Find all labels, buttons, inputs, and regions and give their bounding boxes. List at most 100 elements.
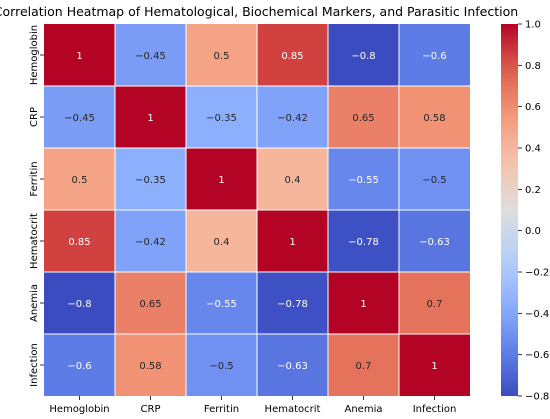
colorbar-gradient [501, 24, 518, 396]
cell-value-label: −0.45 [135, 51, 166, 62]
cell-value-label: −0.63 [277, 361, 308, 372]
cell-value-label: −0.78 [277, 299, 308, 310]
heatmap-cell [44, 272, 115, 334]
cell-value-label: 1 [147, 113, 153, 124]
row-label: Infection [29, 343, 40, 387]
cell-value-label: 0.4 [285, 175, 301, 186]
cell-value-label: −0.8 [67, 299, 91, 310]
heatmap-cell [44, 148, 115, 210]
cell-value-label: −0.55 [348, 175, 379, 186]
cell-value-label: 0.65 [139, 299, 161, 310]
row-labels: Hemoglobin CRP Ferritin Hematocrit Anemia Inf… [29, 25, 44, 387]
heatmap-cell [257, 86, 328, 148]
row-label: Hemoglobin [29, 25, 40, 85]
cell-value-label: 0.4 [214, 237, 230, 248]
heatmap-cell [328, 148, 399, 210]
heatmap-cells: 1 −0.45 0.5 0.85 −0.8 −0.6 −0.45 1 −0.35 −0.42 0.6… [44, 24, 470, 396]
heatmap-cell [186, 272, 257, 334]
cell-value-label: −0.6 [422, 51, 446, 62]
cell-value-label: 1 [218, 175, 224, 186]
heatmap-cell [186, 334, 257, 396]
cell-value-label: −0.45 [64, 113, 95, 124]
column-label: Anemia [345, 404, 383, 415]
heatmap-cell [328, 272, 399, 334]
heatmap-cell [186, 86, 257, 148]
cell-value-label: 0.85 [281, 51, 303, 62]
cell-value-label: 0.58 [139, 361, 161, 372]
colorbar-tick-label: −0.4 [525, 309, 549, 320]
heatmap-cell [115, 24, 186, 86]
heatmap-cell [257, 272, 328, 334]
row-label: Hematocrit [29, 213, 40, 269]
colorbar-tick-label: 0.6 [525, 102, 541, 113]
row-label: Ferritin [29, 161, 40, 196]
colorbar-tick-label: 1.0 [525, 20, 541, 31]
heatmap-cell [328, 334, 399, 396]
heatmap-cell [257, 210, 328, 272]
heatmap-cell [399, 272, 470, 334]
cell-value-label: −0.35 [206, 113, 237, 124]
colorbar-tick-label: 0.2 [525, 185, 541, 196]
heatmap-cell [44, 24, 115, 86]
column-label: Infection [413, 404, 457, 415]
cell-value-label: −0.5 [209, 361, 233, 372]
heatmap-cell [115, 86, 186, 148]
heatmap-cell [44, 86, 115, 148]
heatmap-cell [115, 334, 186, 396]
cell-value-label: −0.42 [135, 237, 166, 248]
cell-value-label: 0.5 [72, 175, 88, 186]
cell-value-label: 1 [76, 51, 82, 62]
cell-value-label: −0.8 [351, 51, 375, 62]
cell-value-label: −0.55 [206, 299, 237, 310]
heatmap-cell [399, 148, 470, 210]
cell-value-label: −0.78 [348, 237, 379, 248]
column-labels: Hemoglobin CRP Ferritin Hematocrit Anemia Inf… [49, 396, 456, 415]
cell-value-label: 1 [360, 299, 366, 310]
colorbar-tick-label: 0.8 [525, 61, 541, 72]
heatmap-cell [115, 148, 186, 210]
heatmap-cell [328, 24, 399, 86]
colorbar-tick-label: −0.2 [525, 268, 549, 279]
heatmap-cell [399, 86, 470, 148]
cell-value-label: 0.7 [356, 361, 372, 372]
row-label: CRP [29, 107, 40, 127]
heatmap-cell [115, 272, 186, 334]
cell-value-label: −0.5 [422, 175, 446, 186]
heatmap-cell [399, 210, 470, 272]
colorbar-tick-label: 0.0 [525, 226, 541, 237]
colorbar-tick-label: −0.8 [525, 392, 549, 403]
row-label: Anemia [29, 284, 40, 322]
colorbar-tick-label: 0.4 [525, 144, 541, 155]
cell-value-label: 0.5 [214, 51, 230, 62]
cell-value-label: 0.58 [423, 113, 445, 124]
heatmap-cell [257, 334, 328, 396]
colorbar: 1.0 0.8 0.6 0.4 0.2 0.0 −0.2 −0.4 −0.6 −0.8 [501, 20, 549, 403]
cell-value-label: −0.6 [67, 361, 91, 372]
column-label: CRP [141, 404, 161, 415]
colorbar-tick-label: −0.6 [525, 350, 549, 361]
heatmap-cell [257, 24, 328, 86]
cell-value-label: −0.35 [135, 175, 166, 186]
cell-value-label: −0.63 [419, 237, 450, 248]
heatmap-cell [44, 210, 115, 272]
heatmap-cell [186, 148, 257, 210]
heatmap-cell [186, 210, 257, 272]
column-label: Hematocrit [265, 404, 321, 415]
heatmap-cell [44, 334, 115, 396]
column-label: Ferritin [204, 404, 239, 415]
heatmap-cell [399, 334, 470, 396]
cell-value-label: 1 [289, 237, 295, 248]
cell-value-label: 0.65 [352, 113, 374, 124]
cell-value-label: 1 [431, 361, 437, 372]
heatmap-cell [328, 86, 399, 148]
heatmap-cell [257, 148, 328, 210]
cell-value-label: 0.85 [68, 237, 90, 248]
chart-title: Correlation Heatmap of Hematological, Bi… [0, 4, 518, 19]
cell-value-label: −0.42 [277, 113, 308, 124]
column-label: Hemoglobin [49, 404, 109, 415]
heatmap-cell [399, 24, 470, 86]
cell-value-label: 0.7 [427, 299, 443, 310]
heatmap-cell [186, 24, 257, 86]
heatmap-cell [328, 210, 399, 272]
